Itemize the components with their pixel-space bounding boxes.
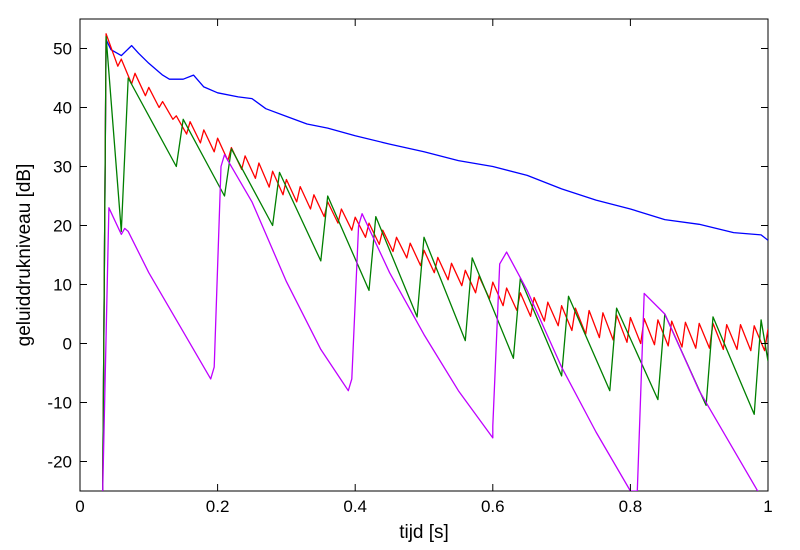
x-tick-label: 0.6 [481, 497, 505, 516]
x-tick-label: 0.8 [619, 497, 643, 516]
x-tick-label: 0.2 [206, 497, 230, 516]
y-axis-label: geluiddrukniveau [dB] [14, 164, 35, 347]
series-line-4 [102, 154, 759, 491]
y-tick-label: -10 [47, 394, 72, 413]
x-tick-label: 0.4 [343, 497, 367, 516]
series-line-2 [102, 33, 768, 491]
series-line-3 [102, 36, 768, 491]
x-axis-label: tijd [s] [399, 522, 449, 543]
y-tick-label: 40 [53, 99, 72, 118]
ticks-layer: 0 0.2 0.4 0.6 0.8 1 -20 -10 0 10 20 30 40 50 [47, 19, 773, 516]
x-tick-label: 1 [763, 497, 772, 516]
y-tick-label: 50 [53, 40, 72, 59]
y-tick-label: -20 [47, 453, 72, 472]
x-tick-label: 0 [75, 497, 84, 516]
y-tick-label: 0 [63, 335, 72, 354]
y-tick-label: 20 [53, 217, 72, 236]
series-line-1 [102, 38, 768, 491]
y-tick-label: 30 [53, 158, 72, 177]
plot-area-frame [79, 18, 769, 492]
series-layer [102, 33, 768, 491]
y-tick-label: 10 [53, 276, 72, 295]
